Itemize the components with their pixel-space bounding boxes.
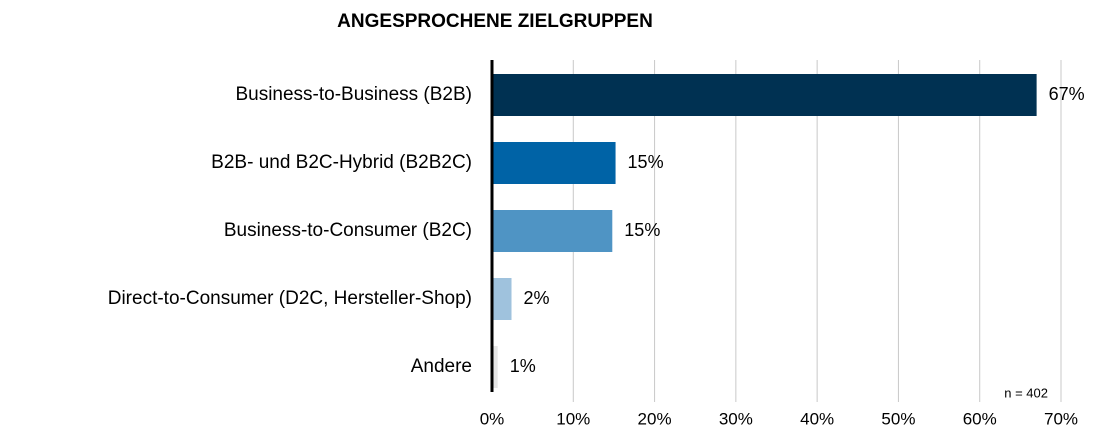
chart-title: ANGESPROCHENE ZIELGRUPPEN	[337, 11, 653, 32]
y-tick-label: Andere	[411, 356, 472, 377]
value-label: 15%	[624, 220, 660, 240]
value-label: 1%	[510, 356, 536, 376]
x-tick-label: 40%	[800, 409, 834, 428]
value-label: 2%	[524, 288, 550, 308]
y-tick-label: Business-to-Consumer (B2C)	[224, 220, 472, 241]
bar	[492, 142, 616, 184]
bar	[492, 346, 498, 388]
x-tick-label: 0%	[480, 409, 505, 428]
x-tick-label: 50%	[881, 409, 915, 428]
annotation: n = 402	[1004, 385, 1048, 400]
y-tick-label: Direct-to-Consumer (D2C, Hersteller-Shop…	[108, 288, 472, 309]
value-label: 15%	[628, 152, 664, 172]
x-tick-label: 20%	[638, 409, 672, 428]
x-tick-label: 70%	[1044, 409, 1078, 428]
x-tick-label: 60%	[963, 409, 997, 428]
x-tick-label: 10%	[556, 409, 590, 428]
x-tick-label: 30%	[719, 409, 753, 428]
y-tick-label: B2B- und B2C-Hybrid (B2B2C)	[211, 152, 472, 173]
bar	[492, 210, 613, 252]
bar	[492, 74, 1037, 116]
value-label: 67%	[1049, 84, 1085, 104]
y-tick-label: Business-to-Business (B2B)	[235, 84, 472, 105]
bar	[492, 278, 512, 320]
